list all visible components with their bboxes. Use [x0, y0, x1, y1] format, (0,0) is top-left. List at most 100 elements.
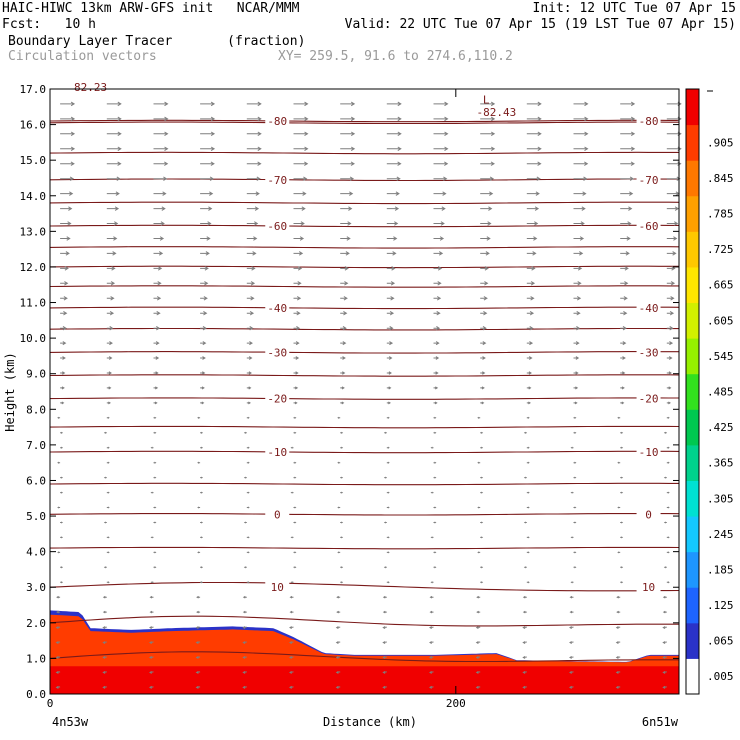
circulation-vector [197, 551, 201, 554]
circulation-vector [662, 595, 667, 599]
circulation-vector [200, 191, 214, 196]
x-tick-label: 200 [446, 697, 466, 710]
circulation-vector [526, 341, 534, 346]
circulation-vector [246, 266, 256, 271]
circulation-vector [102, 685, 107, 689]
circulation-vector [522, 685, 527, 689]
circulation-vector [293, 476, 297, 479]
circulation-vector [666, 281, 676, 286]
colorbar-label: .485 [707, 386, 734, 399]
circulation-vector [55, 670, 61, 674]
circulation-vector [570, 581, 574, 584]
circulation-vector [153, 221, 165, 226]
circulation-vector [293, 101, 309, 107]
circulation-vector [246, 206, 260, 211]
circulation-vector [570, 536, 574, 539]
circulation-vector [383, 431, 387, 434]
circulation-vector [523, 521, 527, 524]
circulation-vector [340, 325, 347, 331]
circulation-vector [386, 491, 390, 494]
circulation-vector [293, 116, 309, 122]
circulation-vector [526, 506, 530, 509]
colorbar-swatch [686, 444, 699, 481]
colorbar-label: .725 [707, 243, 734, 256]
circulation-vector [386, 551, 390, 554]
circulation-vector [60, 401, 65, 405]
contour-label-background [636, 220, 661, 233]
circulation-vector [430, 446, 434, 449]
circulation-vector [293, 281, 302, 286]
circulation-vector [569, 610, 574, 614]
circulation-vector [106, 251, 117, 256]
circulation-vector [246, 401, 251, 405]
contour-label-background [636, 301, 661, 314]
circulation-vector [340, 191, 354, 196]
circulation-vector [335, 641, 341, 645]
circulation-vector [620, 341, 627, 346]
circulation-vector [662, 655, 667, 659]
vector-description: Circulation vectors [8, 49, 157, 64]
circulation-vector [480, 101, 496, 107]
contour-label: -80 [639, 115, 659, 128]
circulation-vector [149, 626, 154, 630]
circulation-vector [293, 416, 297, 419]
circulation-vector [480, 131, 496, 137]
contour-label-background [636, 173, 661, 186]
circulation-vector [60, 521, 64, 524]
circulation-vector [246, 116, 262, 122]
circulation-vector [666, 401, 671, 405]
circulation-vector [620, 206, 633, 211]
circulation-vector [153, 431, 157, 434]
colorbar-swatch [686, 231, 699, 268]
circulation-vector [293, 371, 299, 375]
contour-label-background [265, 392, 290, 405]
circulation-vector [430, 491, 434, 494]
y-axis-label: Height (km) [3, 352, 17, 431]
circulation-vector [620, 325, 627, 331]
circulation-vector [60, 341, 67, 346]
circulation-vector [60, 266, 69, 271]
y-tick-label: 11.0 [20, 297, 47, 310]
circulation-vector [340, 356, 346, 360]
circulation-vector [153, 116, 169, 122]
circulation-vector [666, 371, 672, 375]
circulation-vector [620, 176, 635, 181]
temperature-contour [49, 119, 679, 123]
circulation-vector [662, 685, 667, 689]
circulation-vector [386, 221, 399, 226]
contour-label-background [265, 115, 290, 128]
circulation-vector [620, 491, 624, 494]
circulation-vector [666, 491, 670, 494]
temperature-contour [49, 374, 680, 377]
circulation-vector [433, 325, 441, 331]
circulation-vector [340, 101, 356, 107]
circulation-vector [569, 670, 574, 674]
circulation-vector [526, 101, 542, 107]
circulation-vector [522, 641, 527, 645]
circulation-vector [340, 521, 344, 524]
circulation-vector [433, 191, 447, 196]
circulation-vector [433, 176, 448, 181]
circulation-vector [340, 116, 356, 122]
circulation-vector [340, 386, 345, 390]
circulation-vector [106, 536, 110, 539]
circulation-vector [526, 325, 534, 331]
colorbar-swatch [686, 409, 699, 446]
circulation-vector [620, 446, 624, 449]
colorbar-label: .845 [707, 172, 734, 185]
circulation-vector [386, 296, 395, 301]
circulation-vector [149, 641, 154, 645]
circulation-vector [620, 431, 624, 434]
colorbar-swatch [686, 266, 699, 304]
init-time: Init: 12 UTC Tue 07 Apr 15 [532, 1, 737, 16]
circulation-vector [573, 296, 582, 301]
circulation-vector [293, 521, 297, 524]
circulation-vector [476, 595, 481, 599]
circulation-vector [153, 131, 169, 137]
circulation-vector [106, 281, 116, 286]
circulation-vector [480, 281, 489, 286]
circulation-vector [620, 536, 624, 539]
y-tick-label: 7.0 [26, 439, 46, 452]
circulation-vector [246, 581, 250, 584]
circulation-vector [196, 610, 201, 614]
